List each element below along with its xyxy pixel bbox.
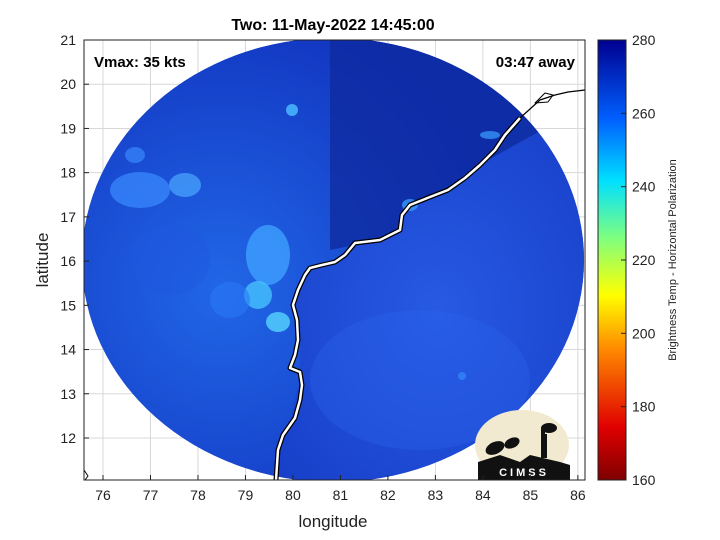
- x-tick-label: 79: [238, 487, 254, 503]
- x-tick-label: 86: [570, 487, 586, 503]
- plot-title: Two: 11-May-2022 14:45:00: [231, 17, 434, 34]
- x-tick-label: 84: [475, 487, 491, 503]
- ocean-region: [275, 120, 584, 480]
- colorbar-tick-label: 200: [632, 325, 656, 341]
- y-tick-label: 13: [60, 386, 76, 402]
- colorbar-tick-label: 180: [632, 399, 656, 415]
- colorbar: 160 180 200 220 240 260 280 Brightness Temp - …: [597, 32, 679, 488]
- x-tick-label: 82: [380, 487, 396, 503]
- y-tick-label: 17: [60, 209, 76, 225]
- x-axis-label: longitude: [298, 512, 367, 531]
- x-tick-label: 80: [285, 487, 301, 503]
- colorbar-ticks: 160 180 200 220 240 260 280: [621, 32, 656, 488]
- cimss-logo: CIMSS: [475, 410, 570, 480]
- colorbar-tick-label: 240: [632, 179, 656, 195]
- colorbar-tick-label: 160: [632, 472, 656, 488]
- x-tick-label: 78: [190, 487, 206, 503]
- x-tick-label: 85: [523, 487, 539, 503]
- x-tick-label: 76: [95, 487, 111, 503]
- y-tick-label: 12: [60, 430, 76, 446]
- y-axis-label: latitude: [33, 233, 52, 288]
- x-tick-label: 81: [333, 487, 349, 503]
- vmax-label: Vmax: 35 kts: [94, 54, 186, 71]
- x-axis-ticks: 76 77 78 79 80 81 82 83 84 85 86: [95, 475, 586, 503]
- y-tick-label: 20: [60, 76, 76, 92]
- y-tick-label: 16: [60, 253, 76, 269]
- colorbar-tick-label: 280: [632, 32, 656, 48]
- y-axis-ticks: 12 13 14 15 16 17 18 19 20 21: [60, 32, 89, 446]
- x-tick-label: 83: [428, 487, 444, 503]
- y-tick-label: 14: [60, 342, 76, 358]
- y-tick-label: 19: [60, 120, 76, 136]
- cimss-logo-text: CIMSS: [499, 467, 549, 479]
- coastline: [84, 89, 585, 480]
- swath-disk: [84, 40, 584, 480]
- y-tick-label: 15: [60, 297, 76, 313]
- y-tick-label: 21: [60, 32, 76, 48]
- colorbar-tick-label: 260: [632, 105, 656, 121]
- y-tick-label: 18: [60, 165, 76, 181]
- x-tick-label: 77: [143, 487, 159, 503]
- time-away-label: 03:47 away: [496, 54, 576, 71]
- colorbar-tick-label: 220: [632, 252, 656, 268]
- colorbar-label: Brightness Temp - Horizontal Polarizatio…: [667, 159, 679, 361]
